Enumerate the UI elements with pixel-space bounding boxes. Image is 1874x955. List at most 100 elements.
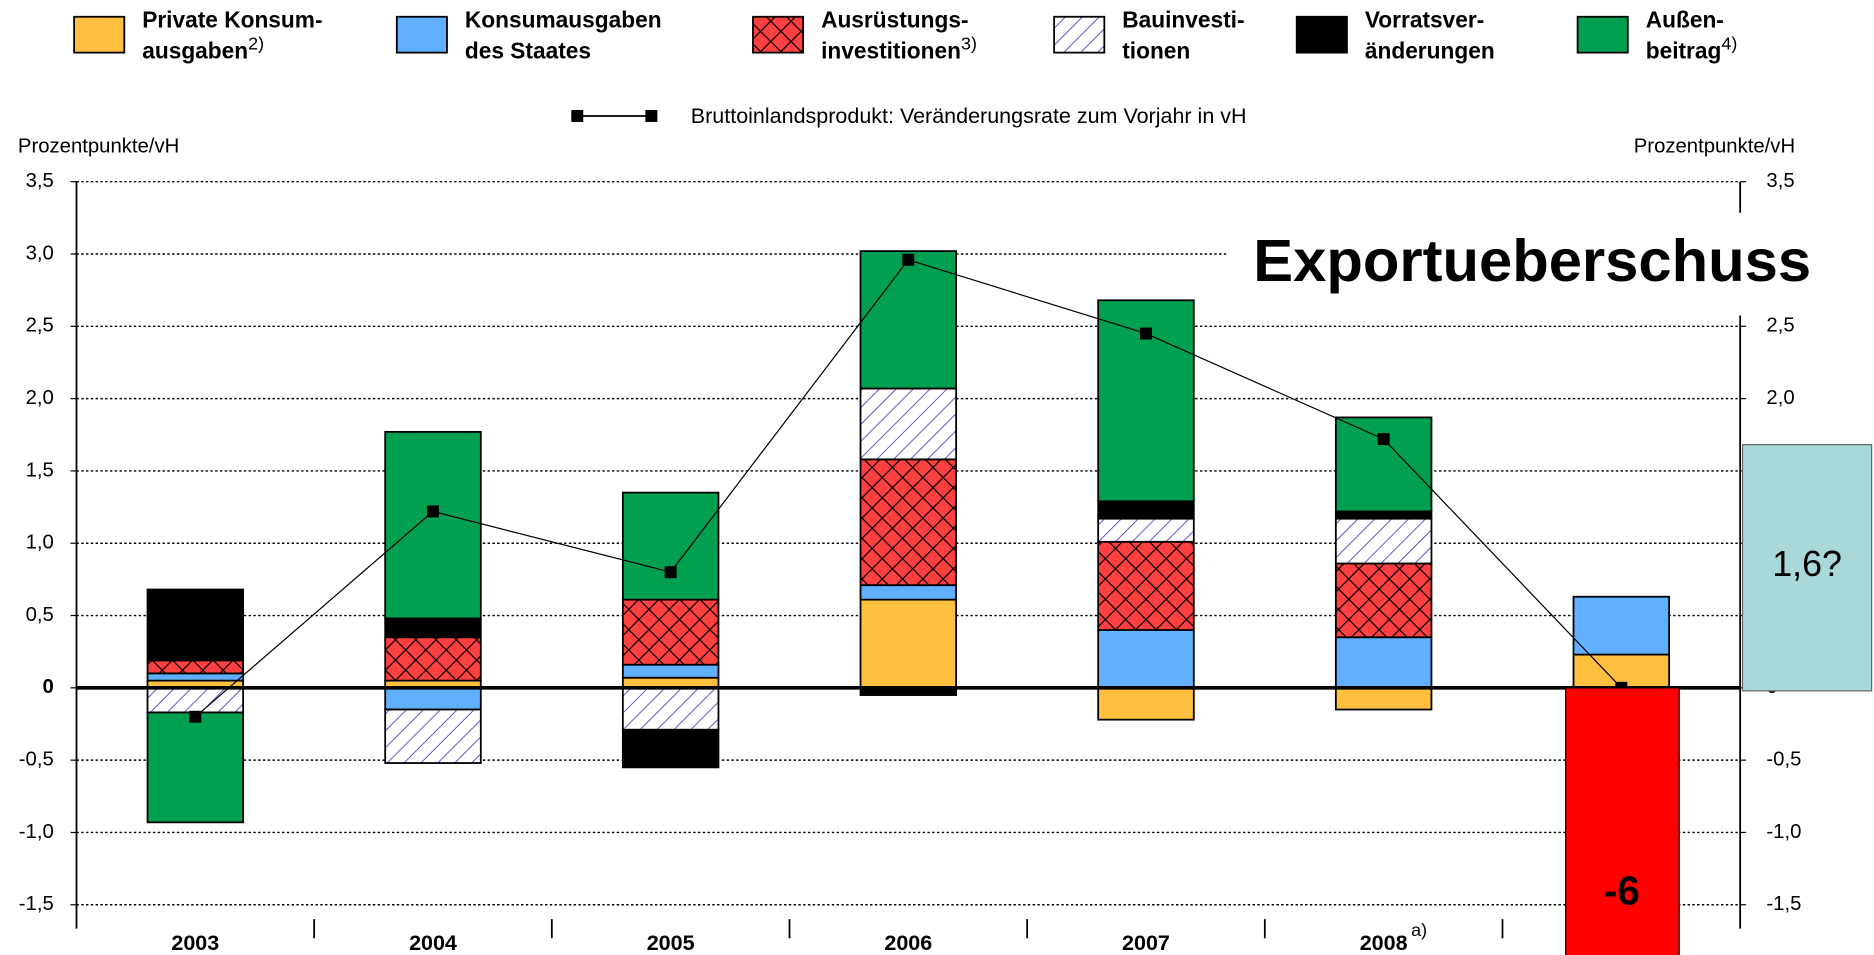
- legend-swatch: [752, 15, 805, 54]
- legend-line: tionen: [1122, 38, 1190, 64]
- legend-line: Außen-: [1646, 7, 1724, 33]
- legend-line: Bauinvesti-: [1122, 7, 1244, 33]
- x-tick-label: 2004: [409, 931, 457, 955]
- bar-segment: [1334, 686, 1433, 711]
- y-tick-label: -0,5: [19, 749, 54, 771]
- bar-segment: [146, 588, 245, 662]
- bar-segment: [1572, 595, 1671, 656]
- legend-swatch: [1053, 15, 1106, 54]
- x-tick-note: a): [1411, 920, 1427, 940]
- legend-marker: [645, 109, 658, 122]
- y-tick-label: 3,5: [26, 170, 54, 192]
- bar-segment: [384, 636, 482, 682]
- y-tick-label: 0: [42, 676, 53, 698]
- bar-segment: [859, 598, 958, 689]
- y-tick-label: 1,0: [26, 532, 54, 554]
- legend-note: 3): [961, 33, 977, 53]
- bar-segment: [384, 708, 482, 764]
- bar-segment: [1097, 517, 1195, 543]
- y-tick-label: -1,5: [19, 893, 54, 915]
- x-tick-label: 2008: [1360, 931, 1408, 955]
- gdp-marker: [189, 710, 202, 723]
- bar-segment: [146, 711, 245, 824]
- y2-tick-label: -0,5: [1766, 749, 1801, 771]
- bar-segment: [1097, 540, 1195, 631]
- legend-label: Außen-beitrag4): [1646, 7, 1738, 64]
- y2-tick-label: -1,0: [1766, 821, 1801, 843]
- legend-swatch: [1295, 15, 1348, 54]
- legend-note: 4): [1721, 33, 1737, 53]
- annotation: 1,6?: [1772, 544, 1842, 584]
- bar-segment: [621, 491, 720, 601]
- x-tick-label: 2006: [884, 931, 932, 955]
- bar-segment: [146, 672, 245, 682]
- y-tick-label: 2,5: [26, 315, 54, 337]
- annotation: Exportueberschuss: [1253, 227, 1811, 294]
- bar-segment: [621, 728, 720, 769]
- legend-label: Bruttoinlandsprodukt: Veränderungsrate z…: [691, 104, 1247, 128]
- legend-line: Private Konsum-: [142, 7, 322, 33]
- bar-segment: [384, 686, 482, 711]
- legend-label: Ausrüstungs-investitionen3): [821, 7, 977, 64]
- y2-tick-label: -1,5: [1766, 893, 1801, 915]
- y-tick-label: 1,5: [26, 459, 54, 481]
- legend-line: beitrag: [1646, 38, 1722, 64]
- legend-line: Ausrüstungs-: [821, 7, 968, 33]
- bar-segment: [859, 458, 958, 587]
- bar-segment: [1334, 510, 1433, 520]
- gdp-marker: [1377, 433, 1390, 446]
- legend-label: Konsumausgaben des Staates: [465, 7, 662, 64]
- bar-segment: [621, 686, 720, 731]
- x-tick-label: 2003: [171, 931, 219, 955]
- bar-segment: [384, 430, 482, 620]
- bar-segment: [146, 686, 245, 714]
- legend-swatch: [1576, 15, 1629, 54]
- bar-segment: [384, 617, 482, 639]
- bar-segment: [621, 598, 720, 666]
- y-tick-label: -1,0: [19, 821, 54, 843]
- annotation-box: [1741, 444, 1873, 692]
- x-tick-label: 2007: [1122, 931, 1170, 955]
- y2-tick-label: 2,5: [1766, 315, 1794, 337]
- bar-segment: [859, 387, 958, 461]
- legend-note: 2): [248, 33, 264, 53]
- y2-tick-label: 2,0: [1766, 387, 1794, 409]
- legend-line: Vorratsver-: [1365, 7, 1484, 33]
- gdp-marker: [664, 566, 677, 579]
- legend-line: ausgaben: [142, 38, 248, 64]
- legend-label: Private Konsum-ausgaben2): [142, 7, 322, 64]
- bar-segment: [1334, 562, 1433, 639]
- legend-marker: [571, 109, 584, 122]
- y-tick-label: 2,0: [26, 387, 54, 409]
- bar-segment: [1097, 686, 1195, 721]
- y2-axis-label: Prozentpunkte/vH: [1634, 135, 1795, 157]
- legend-line: änderungen: [1365, 38, 1495, 64]
- bar-segment: [621, 663, 720, 679]
- legend-swatch: [73, 15, 126, 54]
- legend-label: Vorratsver-änderungen: [1365, 7, 1495, 64]
- bar-segment: [1334, 517, 1433, 565]
- legend-line: Konsumausgaben: [465, 7, 662, 33]
- bar-segment: [1097, 629, 1195, 689]
- y-axis-label: Prozentpunkte/vH: [18, 135, 179, 157]
- bar-segment: [859, 584, 958, 601]
- y2-tick-label: 3,5: [1766, 170, 1794, 192]
- bar-segment: [859, 250, 958, 390]
- gdp-marker: [427, 505, 439, 518]
- annotation-box: [1228, 212, 1848, 316]
- bar-segment: [1334, 636, 1433, 689]
- annotation-box: [1565, 687, 1680, 955]
- bar-segment: [146, 659, 245, 675]
- y-tick-label: 3,0: [26, 242, 54, 264]
- legend-line: investitionen: [821, 38, 961, 64]
- legend-line: des Staates: [465, 38, 591, 64]
- bar-segment: [1097, 500, 1195, 520]
- x-tick-label: 2005: [647, 931, 695, 955]
- gdp-marker: [902, 253, 915, 266]
- annotation: -6: [1604, 868, 1640, 914]
- bar-segment: [1334, 416, 1433, 513]
- legend-label: Bauinvesti-tionen: [1122, 7, 1244, 64]
- y-tick-label: 0,5: [26, 604, 54, 626]
